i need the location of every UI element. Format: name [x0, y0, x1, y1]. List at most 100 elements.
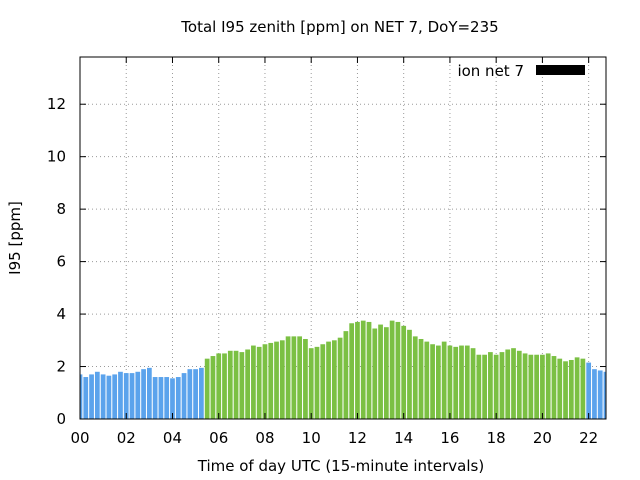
bar: [251, 345, 256, 419]
bar: [175, 377, 181, 419]
bar: [146, 367, 152, 419]
bar: [412, 336, 418, 419]
bar: [285, 336, 291, 419]
bar: [210, 356, 216, 419]
y-tick-label: 4: [56, 305, 66, 323]
chart-title: Total I95 zenith [ppm] on NET 7, DoY=235: [180, 18, 498, 36]
bar: [314, 346, 320, 419]
bar: [534, 354, 540, 419]
x-tick-label: 14: [394, 429, 413, 447]
bar: [597, 370, 603, 419]
bar: [118, 371, 123, 419]
bar: [505, 349, 511, 419]
bar: [378, 324, 383, 419]
bar: [135, 371, 141, 419]
bar: [112, 374, 118, 419]
bar: [540, 354, 545, 419]
bar: [389, 320, 395, 419]
bar: [291, 336, 297, 419]
bar: [129, 373, 135, 419]
bar: [170, 378, 175, 419]
bar: [522, 353, 528, 419]
bar: [401, 325, 407, 419]
bar: [395, 321, 401, 419]
bar: [227, 350, 233, 419]
bar: [493, 354, 499, 419]
bar: [303, 338, 308, 419]
x-tick-label: 16: [440, 429, 459, 447]
bar: [274, 341, 279, 419]
y-tick-label: 10: [47, 148, 66, 166]
x-tick-label: 10: [302, 429, 321, 447]
y-tick-labels: 0 2 4 6 8 10 12: [47, 95, 66, 428]
bar: [447, 345, 453, 419]
bar: [326, 341, 331, 419]
bar: [360, 320, 366, 419]
bar: [464, 345, 470, 419]
bar: [279, 340, 285, 419]
bar: [239, 352, 245, 419]
bar: [222, 353, 227, 419]
x-axis-label: Time of day UTC (15-minute intervals): [197, 457, 484, 475]
x-tick-label: 12: [348, 429, 367, 447]
bar: [158, 377, 164, 419]
bar: [355, 321, 360, 419]
bar: [580, 358, 586, 419]
bar: [262, 344, 268, 419]
x-tick-label: 20: [533, 429, 552, 447]
legend-swatch: [536, 65, 585, 75]
bar: [193, 369, 198, 419]
legend-label: ion net 7: [457, 62, 524, 80]
bar: [337, 337, 343, 419]
bars: [80, 320, 606, 419]
bar: [94, 371, 100, 419]
bar: [297, 336, 303, 419]
bar: [603, 371, 606, 419]
bar: [181, 373, 187, 419]
bar: [331, 340, 337, 419]
bar: [568, 359, 574, 419]
bar: [545, 353, 551, 419]
x-tick-label: 06: [209, 429, 228, 447]
x-tick-label: 22: [579, 429, 598, 447]
bar: [436, 345, 441, 419]
bar: [441, 341, 447, 419]
bar: [268, 342, 274, 419]
y-tick-label: 2: [56, 358, 66, 376]
bar: [551, 356, 557, 419]
grid: [80, 57, 606, 419]
bar: [204, 358, 210, 419]
bar: [586, 362, 592, 419]
bar: [141, 369, 146, 419]
bar: [418, 338, 424, 419]
bar: [511, 348, 516, 419]
bar: [187, 369, 193, 419]
bar: [256, 346, 262, 419]
x-tick-labels: 00 02 04 06 08 10 12 14 16 18 20 22: [70, 429, 598, 447]
bar: [424, 341, 430, 419]
bar: [343, 331, 349, 419]
ticks: [79, 57, 606, 420]
bar: [574, 357, 580, 419]
bar: [152, 377, 158, 419]
bar: [349, 323, 355, 419]
bar: [106, 375, 112, 419]
bar: [233, 350, 239, 419]
bar: [100, 374, 106, 419]
bar: [372, 328, 378, 419]
x-tick-label: 18: [487, 429, 506, 447]
bar: [320, 344, 326, 419]
bar: [89, 374, 94, 419]
bar: [488, 352, 493, 419]
y-tick-label: 0: [56, 410, 66, 428]
bar: [470, 348, 476, 419]
bar: [366, 321, 372, 419]
bar: [123, 373, 129, 419]
bar: [216, 353, 222, 419]
bar: [499, 352, 505, 419]
bar: [83, 377, 89, 419]
plot-frame: [79, 56, 607, 420]
x-tick-label: 02: [117, 429, 136, 447]
bar: [563, 361, 568, 419]
bar: [407, 329, 412, 419]
